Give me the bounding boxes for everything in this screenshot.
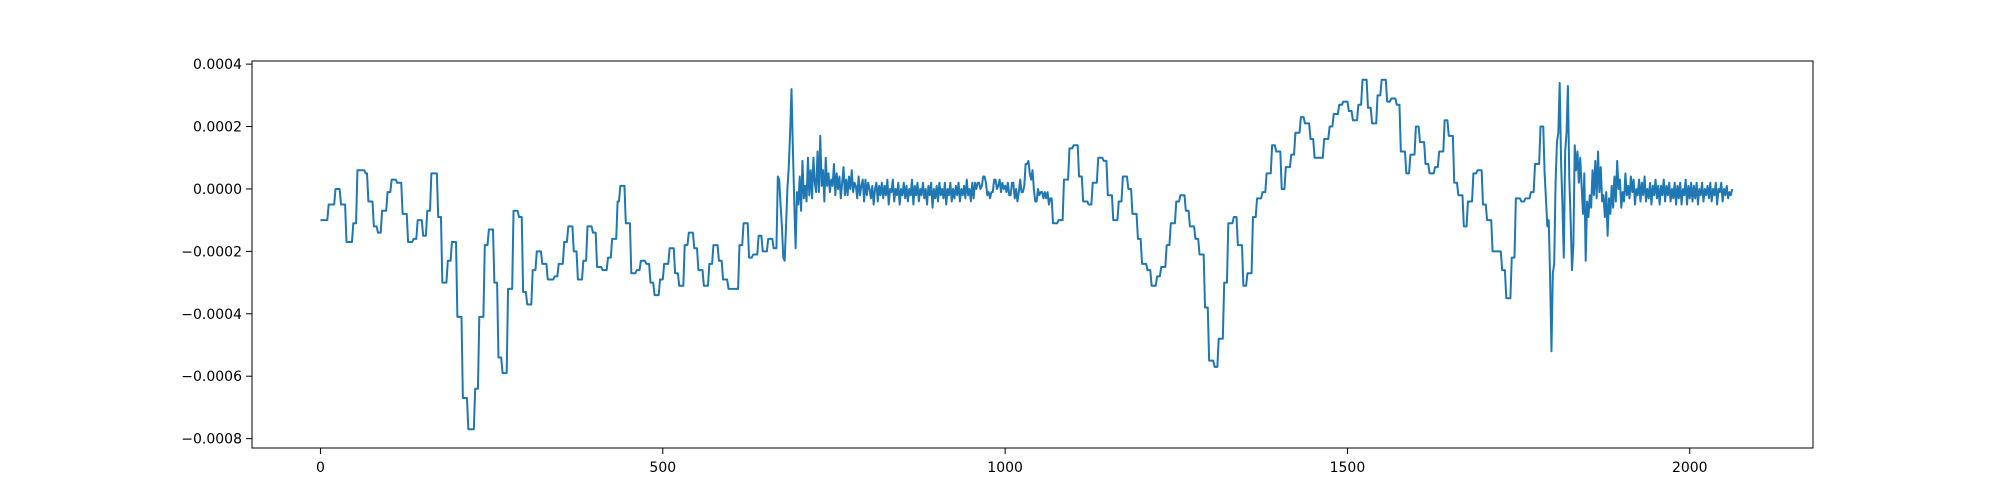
- data-series-line-0: [320, 78, 1734, 431]
- x-tick-label: 2000: [1672, 460, 1708, 476]
- y-tick-label: −0.0006: [181, 369, 242, 385]
- y-tick-label: 0.0000: [193, 182, 242, 198]
- y-tick-label: −0.0008: [181, 432, 242, 448]
- x-tick-label: 1000: [987, 460, 1023, 476]
- y-axis: 0.0004 0.0002 0.0000 −0.0002 −0.0004 −0.0006 −…: [181, 57, 252, 448]
- plot-area: [320, 78, 1734, 431]
- x-tick-label: 0: [316, 460, 325, 476]
- y-tick-label: 0.0002: [193, 120, 242, 136]
- y-tick-label: 0.0004: [193, 57, 242, 73]
- x-tick-label: 500: [649, 460, 676, 476]
- x-tick-label: 1500: [1330, 460, 1366, 476]
- x-axis: 0 500 1000 1500 2000: [316, 448, 1708, 476]
- y-tick-label: −0.0002: [181, 244, 242, 260]
- y-tick-label: −0.0004: [181, 307, 242, 323]
- axes-frame: [251, 60, 1814, 449]
